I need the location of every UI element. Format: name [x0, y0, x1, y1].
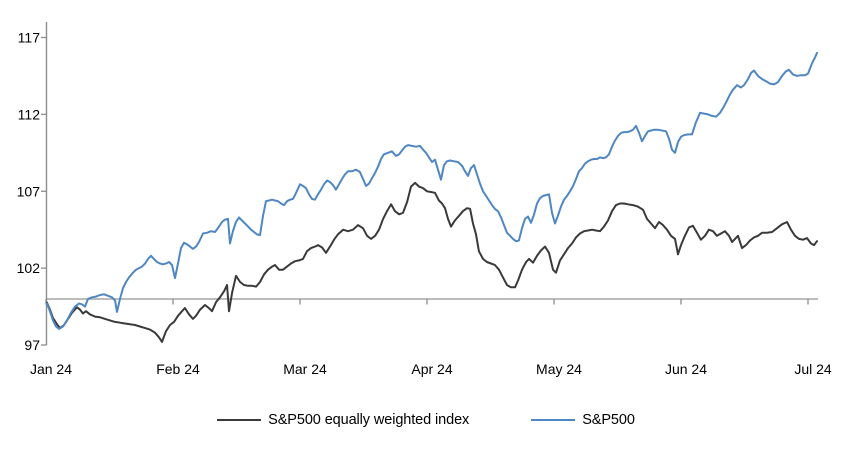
- sp500-line: [46, 51, 818, 330]
- legend-item-sp500: S&P500: [531, 412, 635, 428]
- legend-item-equal-weight: S&P500 equally weighted index: [217, 412, 469, 428]
- y-tick-label: 112: [18, 106, 41, 122]
- x-tick-label: Jul 24: [794, 361, 832, 377]
- y-tick-label: 117: [18, 30, 41, 46]
- x-tick-label: May 24: [536, 361, 582, 377]
- sp500-line-swatch: [531, 419, 576, 421]
- x-tick-label: Apr 24: [411, 361, 452, 377]
- x-tick-label: Jan 24: [30, 361, 72, 377]
- x-tick-label: Jun 24: [665, 361, 707, 377]
- chart-legend: S&P500 equally weighted index S&P500: [0, 412, 852, 428]
- y-tick-label: 97: [24, 337, 40, 353]
- y-tick-label: 107: [17, 183, 41, 199]
- x-tick-label: Feb 24: [156, 361, 200, 377]
- y-tick-label: 102: [17, 260, 41, 276]
- legend-label-equal-weight: S&P500 equally weighted index: [268, 412, 470, 428]
- equal-weight-line-swatch: [217, 419, 262, 421]
- legend-label-sp500: S&P500: [582, 412, 635, 428]
- x-tick-label: Mar 24: [283, 361, 327, 377]
- equal-weight-index-line: [46, 181, 818, 343]
